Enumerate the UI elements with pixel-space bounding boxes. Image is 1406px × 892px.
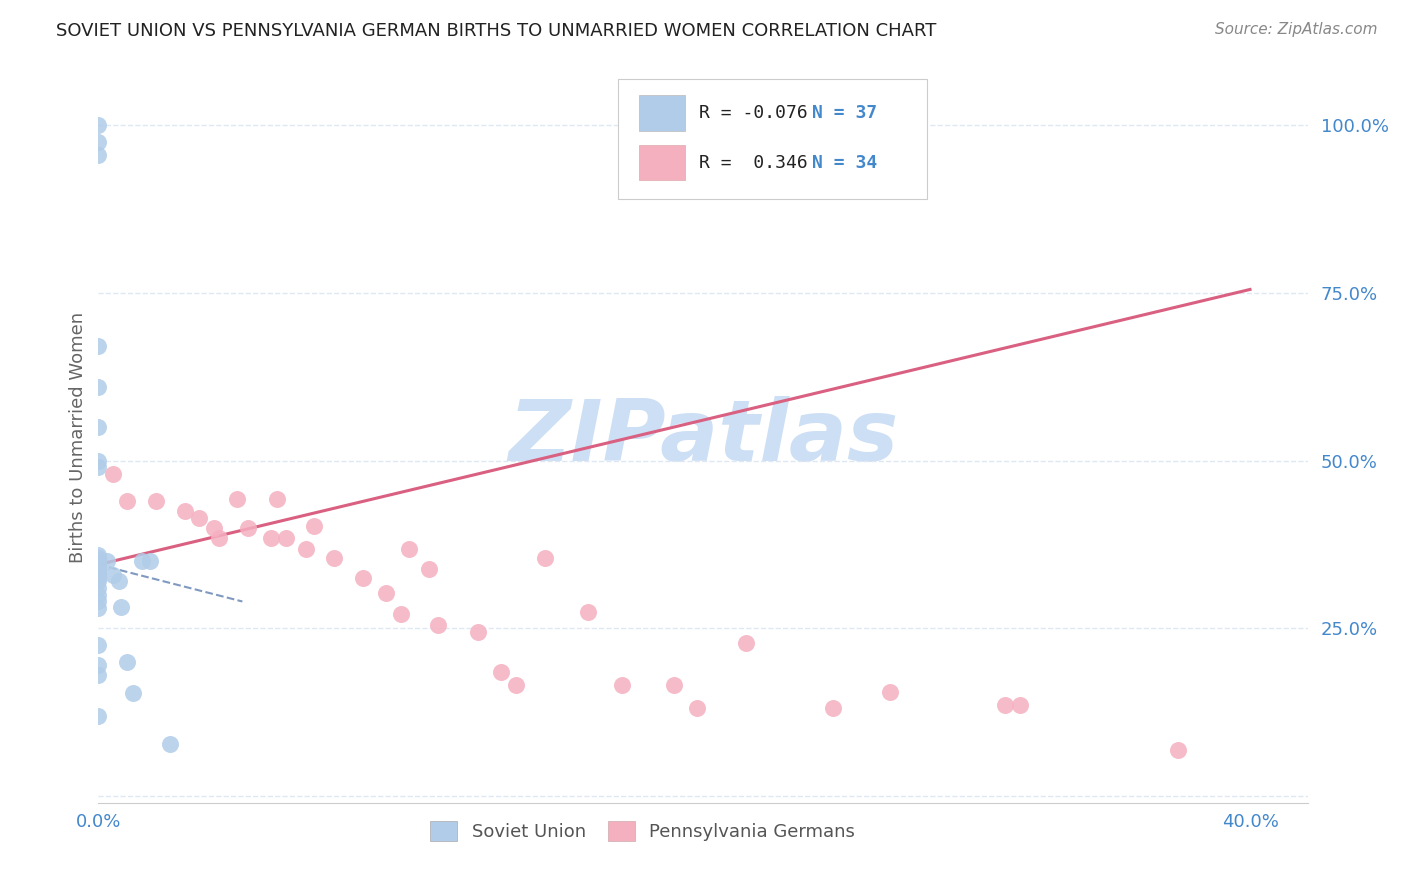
Point xyxy=(87,380,110,394)
Point xyxy=(122,686,145,700)
Point xyxy=(427,618,450,632)
FancyBboxPatch shape xyxy=(619,78,927,200)
Text: SOVIET UNION VS PENNSYLVANIA GERMAN BIRTHS TO UNMARRIED WOMEN CORRELATION CHART: SOVIET UNION VS PENNSYLVANIA GERMAN BIRT… xyxy=(56,22,936,40)
Point xyxy=(533,550,555,565)
Point xyxy=(87,571,110,585)
Point xyxy=(87,148,110,162)
Point xyxy=(994,698,1017,713)
Point xyxy=(202,521,225,535)
Point xyxy=(139,554,162,568)
Point xyxy=(101,467,124,481)
Point xyxy=(87,135,110,149)
Legend: Soviet Union, Pennsylvania Germans: Soviet Union, Pennsylvania Germans xyxy=(423,814,862,848)
Point xyxy=(87,658,110,673)
Point xyxy=(398,542,420,557)
Point xyxy=(87,550,110,565)
Point xyxy=(87,581,110,595)
Point xyxy=(87,453,110,467)
Point xyxy=(87,561,110,575)
Point xyxy=(159,737,181,751)
Point xyxy=(375,586,398,600)
Point xyxy=(266,492,288,507)
Point xyxy=(87,559,110,574)
Point xyxy=(664,678,686,692)
Point xyxy=(87,708,110,723)
Point xyxy=(467,624,489,639)
Point xyxy=(1008,698,1031,713)
Text: R =  0.346: R = 0.346 xyxy=(699,153,808,172)
Point xyxy=(87,567,110,582)
Point xyxy=(145,493,167,508)
Point xyxy=(87,420,110,434)
Text: N = 37: N = 37 xyxy=(811,104,877,122)
Point xyxy=(87,558,110,572)
Text: ZIPatlas: ZIPatlas xyxy=(508,395,898,479)
Point xyxy=(323,550,346,565)
Point xyxy=(735,636,758,650)
Point xyxy=(115,493,138,508)
Point xyxy=(418,562,440,576)
Text: R = -0.076: R = -0.076 xyxy=(699,104,808,122)
Point xyxy=(352,571,374,585)
Point xyxy=(612,678,634,692)
Point xyxy=(304,519,326,533)
Point xyxy=(491,665,513,679)
Point xyxy=(208,531,231,545)
Point xyxy=(115,655,138,669)
Point xyxy=(87,118,110,132)
Point xyxy=(87,638,110,652)
Point xyxy=(87,554,110,568)
Point xyxy=(879,685,901,699)
FancyBboxPatch shape xyxy=(638,145,685,180)
Point xyxy=(101,567,124,582)
Y-axis label: Births to Unmarried Women: Births to Unmarried Women xyxy=(69,311,87,563)
Point xyxy=(110,599,132,614)
Point xyxy=(294,542,316,557)
Point xyxy=(87,574,110,589)
Point xyxy=(225,492,247,507)
Point xyxy=(87,556,110,570)
Point xyxy=(96,554,118,568)
Point xyxy=(188,510,211,524)
Point xyxy=(87,588,110,602)
Point xyxy=(389,607,412,621)
Point xyxy=(576,605,599,619)
Point xyxy=(1167,743,1189,757)
Point xyxy=(107,574,129,589)
Point xyxy=(87,668,110,682)
Point xyxy=(821,700,844,714)
Point xyxy=(87,339,110,353)
Point xyxy=(87,548,110,562)
Point xyxy=(173,504,195,518)
Point xyxy=(260,531,283,545)
Point xyxy=(87,564,110,578)
Point xyxy=(236,521,259,535)
Point xyxy=(686,700,709,714)
Point xyxy=(87,601,110,615)
Text: Source: ZipAtlas.com: Source: ZipAtlas.com xyxy=(1215,22,1378,37)
Point xyxy=(87,594,110,608)
Text: N = 34: N = 34 xyxy=(811,153,877,172)
Point xyxy=(131,554,153,568)
Point xyxy=(87,569,110,583)
FancyBboxPatch shape xyxy=(638,95,685,130)
Point xyxy=(274,531,297,545)
Point xyxy=(87,460,110,475)
Point xyxy=(505,678,527,692)
